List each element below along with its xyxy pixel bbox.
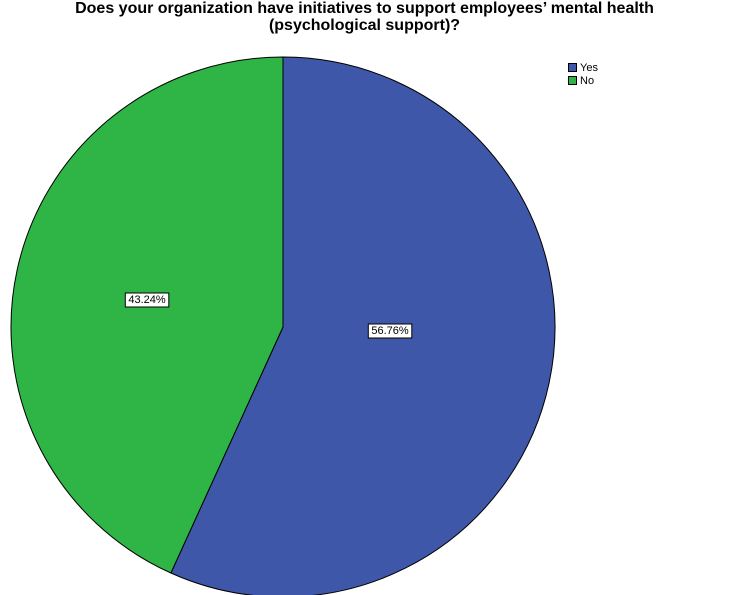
data-label-text-no: 43.24%	[128, 294, 166, 306]
legend-label-no: No	[580, 74, 595, 87]
legend-item-no: No	[568, 74, 598, 87]
data-label-box-no	[124, 292, 170, 308]
chart-title: Does your organization have initiatives …	[0, 0, 729, 34]
chart-title-line-2: (psychological support)?	[268, 17, 461, 34]
pie-slice-yes	[170, 56, 556, 595]
data-label-no: 43.24%	[124, 292, 170, 308]
data-label-yes: 56.76%	[367, 323, 413, 339]
data-label-text-yes: 56.76%	[371, 325, 409, 337]
chart-title-line-1: Does your organization have initiatives …	[75, 0, 654, 17]
legend-swatch-yes	[568, 63, 577, 72]
pie-slice-no	[10, 56, 284, 574]
legend-label-yes: Yes	[580, 61, 598, 74]
data-label-box-yes	[367, 323, 413, 339]
legend-item-yes: Yes	[568, 61, 598, 74]
legend-swatch-no	[568, 76, 577, 85]
legend: Yes No	[568, 61, 598, 87]
